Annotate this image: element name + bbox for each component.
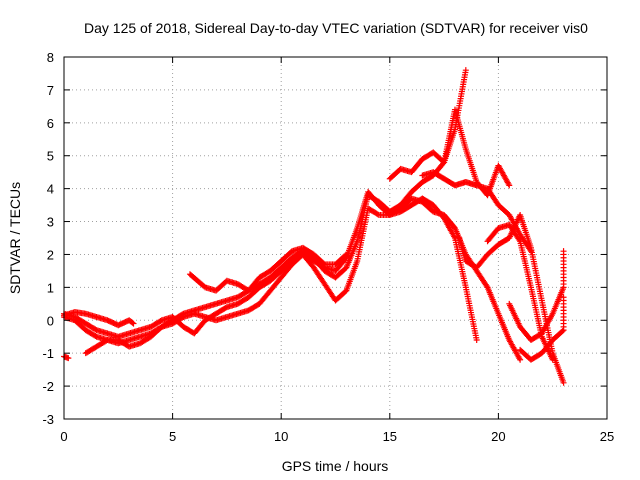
x-tick-label: 0 (60, 429, 67, 444)
data-point (517, 356, 524, 363)
data-markers (61, 67, 567, 386)
data-point (103, 337, 110, 344)
data-point (516, 236, 523, 243)
x-axis-title: GPS time / hours (282, 458, 389, 474)
series-track-10 (517, 294, 567, 363)
data-point (560, 294, 567, 301)
data-point (560, 248, 567, 255)
data-point (65, 355, 72, 362)
series-track-4 (186, 244, 350, 294)
y-tick-label: 3 (47, 215, 54, 230)
x-tick-label: 15 (383, 429, 397, 444)
y-tick-label: 6 (47, 116, 54, 131)
data-point (342, 252, 349, 259)
x-tick-label: 5 (169, 429, 176, 444)
y-tick-label: -2 (42, 379, 54, 394)
y-tick-label: 8 (47, 50, 54, 65)
series-track-8 (484, 221, 556, 363)
chart-title: Day 125 of 2018, Sidereal Day-to-day VTE… (84, 20, 588, 36)
data-point (473, 337, 480, 344)
x-tick-label: 20 (491, 429, 505, 444)
data-point (130, 320, 137, 327)
y-axis-title: SDTVAR / TECUs (7, 182, 23, 294)
y-tick-label: 0 (47, 313, 54, 328)
y-tick-label: 1 (47, 280, 54, 295)
plot-frame (63, 56, 608, 420)
data-point (129, 319, 136, 326)
y-tick-label: 5 (47, 149, 54, 164)
data-point (320, 260, 327, 267)
x-tick-label: 10 (274, 429, 288, 444)
y-tick-label: 7 (47, 83, 54, 98)
x-tick-label: 25 (600, 429, 614, 444)
y-tick-label: -1 (42, 346, 54, 361)
tick-labels: 0 5 10 15 20 25 -3 -2 -1 0 1 2 3 4 5 6 7 8 (42, 50, 614, 444)
data-point (506, 182, 513, 189)
data-point (462, 67, 469, 74)
tick-marks (63, 56, 608, 420)
data-point (343, 251, 350, 258)
series-track-6 (419, 169, 534, 255)
data-point (549, 356, 556, 363)
series-track-12 (61, 309, 137, 329)
y-tick-label: 2 (47, 247, 54, 262)
data-point (560, 379, 567, 386)
series-track-9 (506, 248, 567, 344)
data-point (559, 328, 566, 335)
data-point (483, 282, 490, 289)
y-tick-label: 4 (47, 182, 54, 197)
data-point (374, 211, 381, 218)
y-tick-label: -3 (42, 412, 54, 427)
